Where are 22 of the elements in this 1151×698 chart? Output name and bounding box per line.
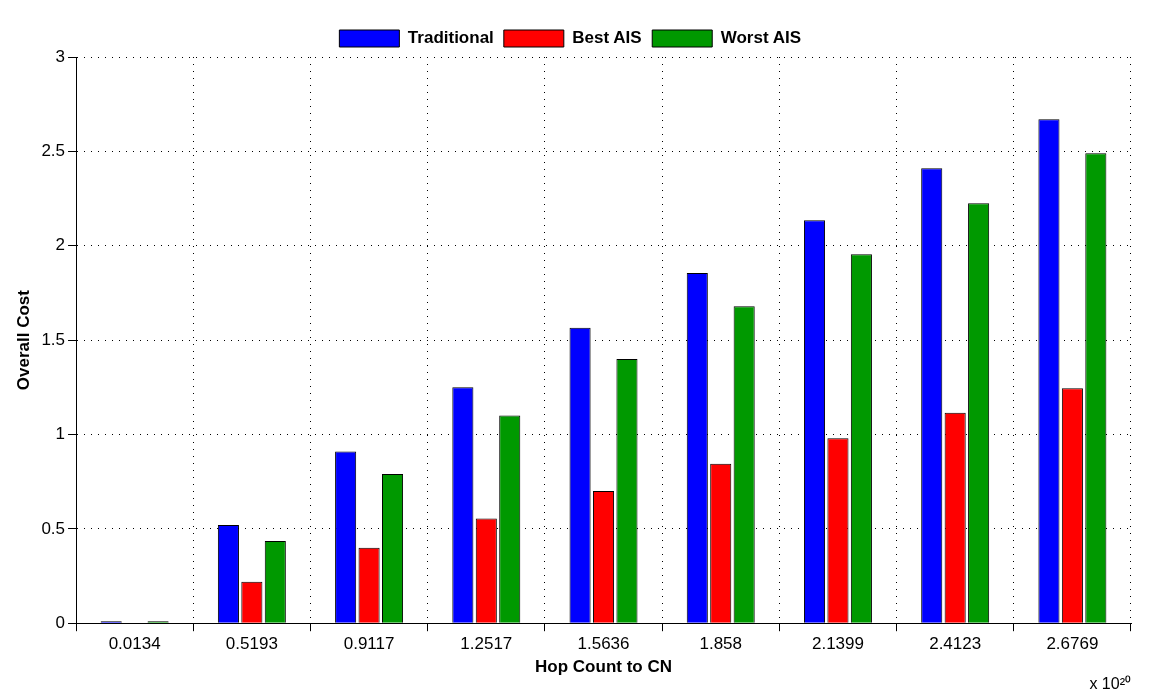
y-axis-title: Overall Cost (13, 289, 33, 391)
x-tick-label: 2.4123 (929, 634, 982, 654)
y-tick-label: 0 (55, 612, 66, 632)
y-tick-label: 0.5 (41, 518, 66, 538)
x-tick-label: 0.0134 (108, 634, 161, 654)
x-tick-label: 1.2517 (460, 634, 513, 654)
x-tick-label: 2.6769 (1046, 634, 1099, 654)
y-tick-label: 2 (55, 235, 66, 255)
text: x 10²⁰ (1089, 674, 1131, 694)
y-tick-label: 2.5 (41, 141, 66, 161)
y-tick-label: 1 (55, 424, 66, 444)
x-tick-label: 1.858 (699, 634, 743, 654)
x-tick-label: 0.5193 (225, 634, 278, 654)
y-tick-label: 3 (55, 46, 66, 66)
x-tick-label: 0.9117 (343, 634, 395, 654)
legend-label: Traditional (407, 28, 494, 48)
legend-label: Worst AIS (720, 28, 802, 48)
x-axis-title: Hop Count to CN (535, 657, 672, 677)
x-tick-label: 2.1399 (811, 634, 864, 654)
legend-label: Best AIS (572, 28, 642, 48)
x-tick-label: 1.5636 (577, 634, 630, 654)
y-tick-label: 1.5 (41, 329, 66, 349)
